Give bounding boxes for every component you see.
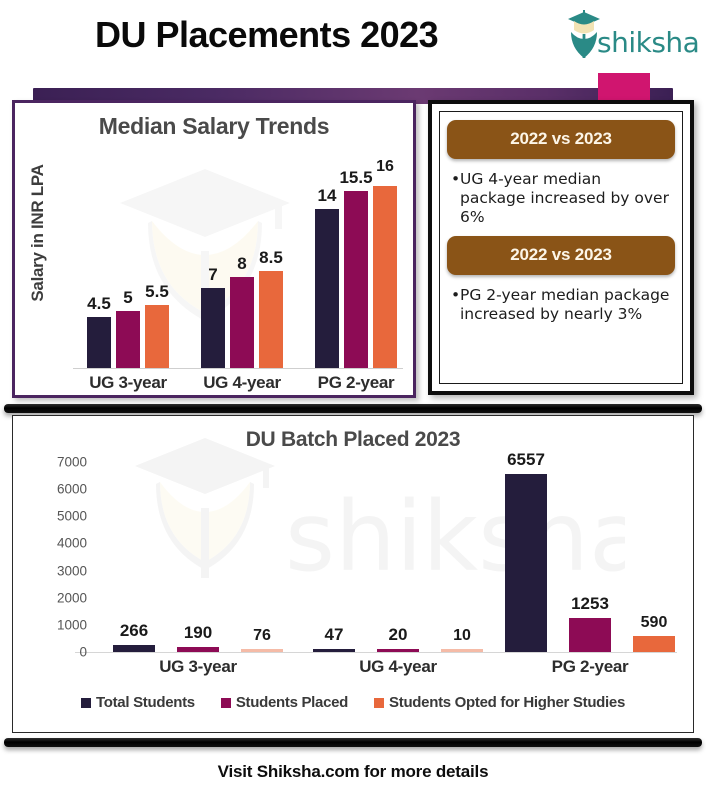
- legend-swatch-total-students: [80, 697, 91, 708]
- median-salary-chart-panel: Median Salary Trends Salary in INR LPA 4…: [12, 100, 416, 398]
- batch-bar-fill: [505, 474, 547, 652]
- insight-card-1-body: •UG 4-year median package increased by o…: [447, 159, 675, 236]
- legend-swatch-higher-studies: [374, 697, 385, 708]
- salary-bar-fill: [230, 277, 254, 368]
- batch-bar-fill: [377, 649, 419, 652]
- salary-bar-value-label: 15.5: [339, 168, 373, 187]
- legend-item-total-students: Total Students: [80, 694, 195, 711]
- salary-bar-value-label: 4.5: [87, 294, 111, 313]
- salary-bar-value-label: 5: [123, 288, 133, 307]
- salary-plot-area: 4.5 5 5.5 7 8 8.5 14 15.5 16: [73, 158, 403, 368]
- legend-label-higher-studies: Students Opted for Higher Studies: [389, 694, 625, 711]
- divider-rule-top: [4, 404, 702, 413]
- salary-bar-fill: [315, 209, 339, 368]
- salary-category-label: PG 2-year: [317, 373, 395, 392]
- batch-bar-value-label: 76: [253, 627, 271, 644]
- salary-category-label: UG 3-year: [89, 373, 167, 392]
- batch-placed-chart-panel: DU Batch Placed 2023 shiksha 266 190 76 47 2…: [12, 415, 694, 733]
- salary-bar-fill: [87, 317, 111, 368]
- batch-chart-title: DU Batch Placed 2023: [245, 428, 461, 451]
- footer-text: Visit Shiksha.com for more details: [217, 762, 489, 781]
- salary-y-axis-label: Salary in INR LPA: [28, 164, 47, 302]
- batch-bar-group: 47 20 10: [313, 462, 483, 652]
- batch-bar-fill: [241, 649, 283, 652]
- salary-bar-fill: [344, 191, 368, 368]
- salary-bar-group: 4.5 5 5.5: [87, 163, 169, 368]
- legend-item-higher-studies: Students Opted for Higher Studies: [374, 694, 625, 711]
- batch-y-axis-tick: 1000: [56, 617, 87, 633]
- batch-y-axis-tick: 6000: [56, 481, 87, 497]
- batch-category-label: UG 3-year: [159, 657, 237, 676]
- header: DU Placements 2023 shiksha: [0, 0, 706, 72]
- salary-chart-title: Median Salary Trends: [98, 113, 330, 139]
- insight-card-2-body: •PG 2-year median package increased by n…: [447, 275, 675, 333]
- salary-bar-value-label: 5.5: [145, 282, 169, 301]
- batch-y-axis-tick: 2000: [56, 590, 87, 606]
- batch-bar-value-label: 20: [388, 625, 408, 644]
- salary-category-label: UG 4-year: [203, 373, 281, 392]
- batch-bar-fill: [569, 618, 611, 652]
- insight-card-1-text: UG 4-year median package increased by ov…: [460, 170, 669, 226]
- page-title: DU Placements 2023: [95, 14, 439, 55]
- salary-bar-fill: [373, 186, 397, 368]
- insight-card-2-heading: 2022 vs 2023: [447, 235, 675, 275]
- graduation-cap-icon: [568, 10, 600, 58]
- batch-y-axis-tick: 5000: [56, 508, 87, 524]
- salary-bar-group: 7 8 8.5: [201, 163, 283, 368]
- batch-bar-value-label: 1253: [571, 594, 609, 613]
- legend-item-students-placed: Students Placed: [220, 694, 349, 711]
- bullet-icon: •: [451, 285, 461, 304]
- salary-bar-group: 14 15.5 16: [315, 158, 397, 368]
- shiksha-logo: shiksha: [567, 10, 702, 62]
- batch-bar-value-label: 6557: [507, 450, 545, 469]
- legend-swatch-students-placed: [220, 697, 231, 708]
- batch-x-axis-line: [75, 652, 677, 653]
- salary-bar-value-label: 7: [208, 265, 218, 284]
- batch-chart-legend: Total Students Students Placed Students …: [13, 694, 693, 711]
- insights-inner-frame: 2022 vs 2023 •UG 4-year median package i…: [439, 111, 683, 384]
- batch-bar-fill: [313, 649, 355, 652]
- insights-panel: 2022 vs 2023 •UG 4-year median package i…: [428, 100, 694, 395]
- batch-bar-fill: [633, 636, 675, 652]
- batch-y-axis-tick: 3000: [56, 563, 87, 579]
- salary-bar-value-label: 8.5: [259, 248, 283, 267]
- batch-bar-group: 6557 1253 590: [505, 450, 675, 652]
- batch-bar-value-label: 47: [324, 625, 344, 644]
- batch-y-axis-tick: 4000: [56, 535, 87, 551]
- salary-bar-value-label: 14: [317, 186, 337, 205]
- batch-category-label: UG 4-year: [359, 657, 437, 676]
- batch-bar-fill: [113, 645, 155, 652]
- batch-bar-value-label: 190: [183, 623, 213, 642]
- batch-y-axis-tick: 7000: [56, 454, 87, 470]
- batch-bar-fill: [177, 647, 219, 652]
- salary-bar-fill: [201, 288, 225, 368]
- insight-card-2-text: PG 2-year median package increased by ne…: [460, 285, 670, 323]
- legend-label-students-placed: Students Placed: [235, 694, 349, 711]
- batch-bar-value-label: 10: [453, 627, 471, 644]
- salary-x-axis-line: [73, 368, 403, 369]
- batch-bar-value-label: 266: [119, 621, 149, 640]
- insight-card-1-heading: 2022 vs 2023: [447, 120, 675, 159]
- decorative-pink-tab: [598, 73, 650, 103]
- bullet-icon: •: [451, 170, 461, 188]
- divider-rule-bottom: [4, 738, 702, 747]
- batch-bar-group: 266 190 76: [113, 462, 283, 652]
- batch-bar-fill: [441, 649, 483, 652]
- salary-bar-value-label: 16: [376, 158, 394, 175]
- batch-bar-value-label: 590: [640, 614, 668, 631]
- brand-wordmark: shiksha: [597, 26, 700, 59]
- batch-plot-area: 266 190 76 47 20 10 6557 1253 590: [75, 450, 677, 652]
- batch-category-label: PG 2-year: [551, 657, 629, 676]
- salary-bar-fill: [116, 311, 140, 368]
- batch-y-axis-tick: 0: [79, 644, 87, 660]
- salary-bar-value-label: 8: [237, 254, 247, 273]
- salary-bar-fill: [145, 305, 169, 368]
- salary-bar-fill: [259, 271, 283, 368]
- legend-label-total-students: Total Students: [95, 694, 195, 711]
